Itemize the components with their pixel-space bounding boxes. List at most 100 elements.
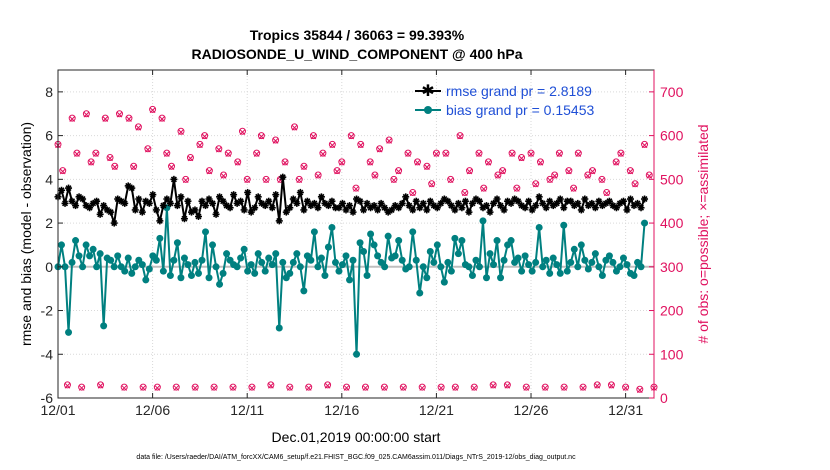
rmse-marker-stroke	[227, 204, 234, 211]
bias-marker	[391, 252, 399, 260]
bias-marker	[384, 232, 392, 240]
obs-assimilated-marker	[329, 142, 336, 149]
obs-possible-marker	[418, 383, 426, 391]
obs-assimilated-stroke	[376, 146, 383, 153]
rmse-marker	[388, 206, 396, 214]
obs-possible-marker	[248, 383, 256, 391]
obs-assimilated-marker	[433, 151, 440, 157]
obs-assimilated-marker	[518, 155, 525, 162]
obs-assimilated-stroke	[305, 385, 312, 391]
obs-assimilated-stroke	[272, 137, 279, 144]
obs-possible-marker	[120, 383, 128, 391]
rmse-marker	[131, 206, 139, 214]
x-axis-label: Dec.01,2019 00:00:00 start	[272, 429, 441, 445]
bias-marker	[514, 254, 522, 262]
obs-assimilated-stroke	[83, 111, 90, 118]
bias-marker	[616, 263, 624, 271]
rmse-marker-stroke	[406, 202, 413, 209]
obs-possible-marker	[361, 383, 369, 391]
rmse-marker-stroke	[149, 191, 156, 198]
rmse-marker-stroke	[184, 198, 191, 205]
obs-assimilated-marker	[69, 116, 76, 122]
rmse-marker-stroke	[525, 198, 532, 205]
y-right-tick-label: 0	[660, 390, 668, 406]
bias-marker	[152, 256, 160, 264]
obs-assimilated-stroke	[329, 142, 336, 149]
bias-marker	[65, 328, 73, 336]
rmse-marker	[591, 204, 599, 212]
bias-marker	[567, 258, 575, 266]
rmse-marker-stroke	[114, 195, 121, 203]
rmse-marker-stroke	[357, 198, 364, 205]
obs-possible-marker	[380, 383, 388, 391]
bias-marker	[265, 254, 273, 262]
rmse-marker-stroke	[300, 206, 307, 213]
bias-marker	[258, 258, 266, 266]
bias-marker	[180, 254, 188, 262]
legend-bias-label: bias grand pr = 0.15453	[446, 102, 594, 118]
obs-possible-marker	[82, 110, 90, 118]
rmse-marker-stroke	[399, 200, 406, 207]
rmse-marker	[356, 197, 364, 205]
bias-marker	[89, 245, 97, 253]
obs-assimilated-marker	[419, 385, 426, 391]
obs-possible-marker	[257, 132, 265, 140]
bias-marker	[96, 250, 104, 258]
rmse-marker-stroke	[128, 185, 135, 192]
bias-marker	[556, 269, 564, 277]
obs-assimilated-stroke	[627, 168, 634, 175]
obs-assimilated-stroke	[338, 159, 345, 166]
bias-marker	[272, 250, 280, 258]
obs-assimilated-stroke	[457, 133, 463, 140]
obs-assimilated-marker	[74, 151, 80, 157]
obs-assimilated-stroke	[438, 385, 444, 391]
bias-marker	[374, 252, 382, 260]
y-left-tick-label: 4	[45, 171, 53, 187]
obs-assimilated-stroke	[201, 133, 208, 140]
bias-marker	[107, 256, 115, 264]
rmse-marker-stroke	[163, 195, 170, 203]
y-left-tick-label: 2	[45, 215, 53, 231]
obs-possible-marker	[333, 167, 341, 175]
obs-assimilated-marker	[192, 385, 199, 391]
rmse-marker	[349, 208, 357, 216]
bias-marker	[61, 263, 69, 271]
rmse-marker	[303, 197, 311, 205]
obs-assimilated-marker	[230, 385, 236, 391]
obs-assimilated-stroke	[513, 186, 520, 192]
rmse-marker	[61, 199, 69, 207]
rmse-marker	[641, 195, 649, 203]
obs-assimilated-stroke	[315, 172, 322, 179]
obs-assimilated-stroke	[532, 181, 539, 188]
obs-assimilated-stroke	[603, 190, 610, 197]
obs-assimilated-stroke	[575, 151, 582, 157]
rmse-marker-stroke	[472, 195, 479, 203]
x-tick-label: 12/06	[135, 402, 170, 418]
obs-assimilated-stroke	[268, 382, 274, 389]
bias-marker	[286, 269, 294, 277]
obs-possible-marker	[234, 158, 242, 166]
bias-marker	[458, 237, 466, 245]
rmse-marker-stroke	[244, 189, 251, 196]
obs-possible-marker	[125, 114, 133, 122]
obs-assimilated-stroke	[414, 159, 421, 166]
rmse-marker-stroke	[623, 206, 630, 213]
obs-possible-marker	[291, 123, 299, 131]
obs-assimilated-marker	[400, 385, 407, 391]
bias-marker	[342, 252, 350, 260]
obs-assimilated-stroke	[485, 159, 492, 166]
bias-marker	[475, 263, 483, 271]
obs-possible-marker	[106, 153, 114, 161]
footnote: data file: /Users/raeder/DAI/ATM_forcXX/…	[136, 454, 576, 461]
bias-marker	[317, 254, 325, 262]
rmse-marker	[458, 204, 466, 212]
rmse-marker-stroke	[62, 200, 69, 207]
rmse-marker	[619, 197, 627, 205]
obs-assimilated-marker	[490, 382, 497, 389]
obs-possible-marker	[532, 180, 540, 188]
rmse-marker-stroke	[167, 200, 174, 207]
rmse-marker-stroke	[465, 209, 472, 216]
obs-possible-marker	[295, 175, 303, 183]
bias-marker	[486, 250, 494, 258]
rmse-marker	[374, 206, 382, 214]
